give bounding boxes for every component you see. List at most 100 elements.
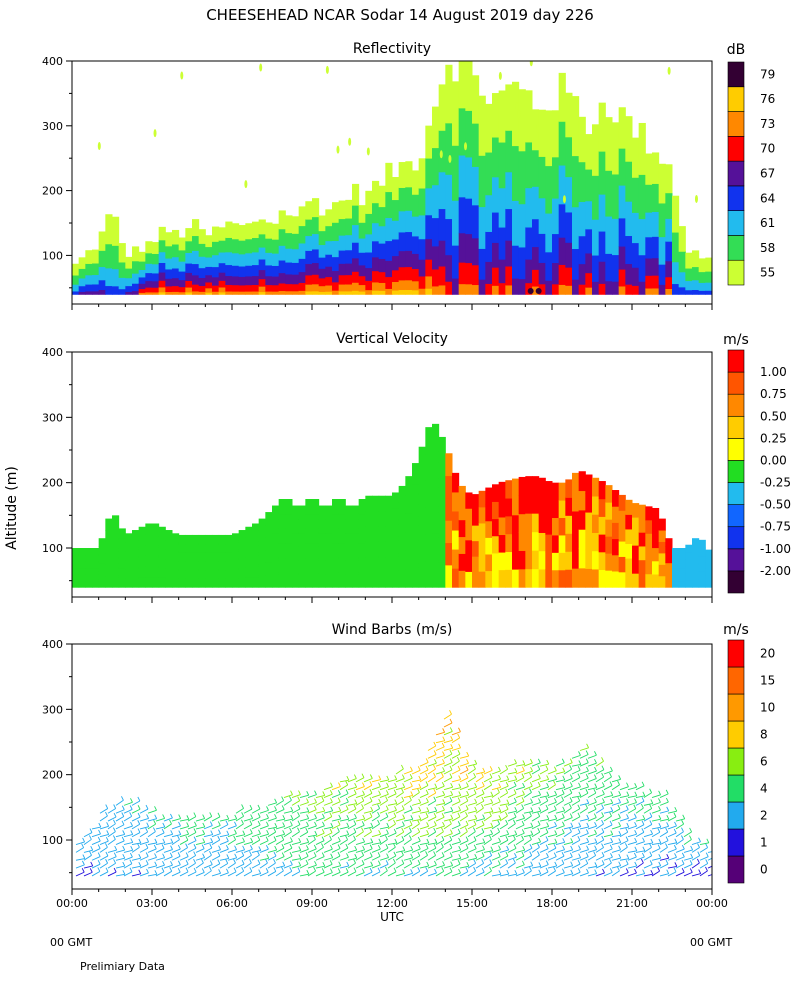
wind-barb xyxy=(371,815,380,822)
wind-barb xyxy=(75,847,84,853)
reflectivity-cell xyxy=(512,245,520,279)
velocity-cell xyxy=(305,528,313,544)
wind-barb xyxy=(691,873,701,877)
wind-barb xyxy=(491,792,500,798)
reflectivity-cell xyxy=(285,283,293,292)
wind-barb-flag xyxy=(553,843,557,849)
wind-barb-flag xyxy=(233,867,237,873)
wind-barb-flag xyxy=(610,798,614,804)
reflectivity-cell xyxy=(232,265,240,277)
reflectivity-cell xyxy=(452,278,460,295)
wind-barb-flag xyxy=(649,843,652,848)
wind-barb xyxy=(195,841,205,846)
wind-barb xyxy=(595,847,604,853)
wind-barb xyxy=(227,862,236,869)
wind-barb-flag xyxy=(625,868,629,873)
velocity-cell xyxy=(125,560,133,570)
wind-barb-flag xyxy=(642,837,645,842)
velocity-cell xyxy=(152,523,160,535)
wind-barb-flag xyxy=(570,869,574,875)
wind-barb-flag xyxy=(362,782,365,787)
velocity-cell xyxy=(105,564,113,577)
velocity-cell xyxy=(352,519,360,534)
wind-barb-flag xyxy=(105,867,109,873)
velocity-cell xyxy=(378,526,386,542)
wind-barb-flag xyxy=(512,835,516,840)
wind-barb-flag xyxy=(641,820,645,825)
wind-barb-flag xyxy=(202,822,206,828)
wind-barb-flag xyxy=(586,766,589,772)
wind-barb-flag xyxy=(418,783,422,789)
wind-barb-flag xyxy=(610,766,613,772)
wind-barb xyxy=(467,818,477,822)
wind-barb-flag xyxy=(329,812,333,817)
colorbar-swatch xyxy=(727,526,745,550)
velocity-cell xyxy=(285,557,293,573)
wind-barb xyxy=(419,870,428,877)
y-tick-label: 200 xyxy=(42,769,63,782)
wind-barb-flag xyxy=(498,870,502,875)
wind-barb xyxy=(579,786,589,791)
wind-barb-flag xyxy=(642,846,646,851)
wind-barb xyxy=(611,808,621,814)
colorbar-swatch xyxy=(727,136,745,162)
wind-barb xyxy=(179,818,189,822)
wind-barb-flag xyxy=(594,829,597,835)
velocity-cell xyxy=(465,524,473,541)
wind-barb-flag xyxy=(329,828,333,833)
velocity-cell xyxy=(92,554,100,562)
velocity-cell xyxy=(605,536,613,554)
wind-barb-flag xyxy=(538,862,542,867)
reflectivity-cell xyxy=(365,280,373,291)
wind-barb-flag xyxy=(377,867,381,873)
wind-barb-flag xyxy=(474,814,478,820)
wind-barb-flag xyxy=(512,819,516,824)
wind-barb-flag xyxy=(130,846,134,851)
reflectivity-cell xyxy=(272,265,280,277)
wind-barb xyxy=(579,762,589,767)
wind-barb-flag xyxy=(282,814,286,820)
velocity-cell xyxy=(378,541,386,558)
wind-barb xyxy=(91,856,101,861)
wind-barb xyxy=(387,871,397,877)
velocity-cell xyxy=(105,541,113,554)
reflectivity-cell xyxy=(305,274,313,285)
wind-barb-flag xyxy=(217,859,221,864)
reflectivity-cell xyxy=(525,259,533,284)
reflectivity-cell xyxy=(292,283,300,292)
velocity-cell xyxy=(205,561,213,571)
wind-barb-flag xyxy=(505,851,509,857)
reflectivity-cell xyxy=(445,174,453,220)
reflectivity-cell xyxy=(325,285,333,292)
reflectivity-cell xyxy=(705,282,712,291)
wind-barb xyxy=(187,816,197,822)
velocity-cell xyxy=(545,481,553,500)
reflectivity-speckle xyxy=(498,71,502,80)
wind-barb xyxy=(563,831,572,838)
velocity-cell xyxy=(638,518,646,533)
wind-barb-flag xyxy=(410,845,414,851)
wind-barb xyxy=(363,856,373,861)
wind-barb-flag xyxy=(433,812,437,818)
wind-barb xyxy=(435,785,445,791)
wind-barb-flag xyxy=(401,805,405,810)
reflectivity-cell xyxy=(412,253,420,269)
wind-barb-flag xyxy=(473,772,476,778)
velocity-cell xyxy=(265,524,273,538)
wind-barb-flag xyxy=(490,807,494,812)
wind-barb xyxy=(635,841,645,845)
wind-barb xyxy=(547,778,557,783)
reflectivity-cell xyxy=(378,258,386,273)
wind-barb-flag xyxy=(450,829,453,834)
wind-barb xyxy=(419,816,429,822)
wind-barb-flag xyxy=(290,806,294,812)
wind-barb-flag xyxy=(145,852,149,857)
reflectivity-cell xyxy=(558,237,566,265)
velocity-cell xyxy=(212,561,220,571)
velocity-cell xyxy=(152,534,160,546)
wind-barb-flag xyxy=(538,790,542,796)
reflectivity-cell xyxy=(558,72,566,122)
wind-barb-flag xyxy=(609,781,613,786)
wind-barb xyxy=(595,831,605,838)
